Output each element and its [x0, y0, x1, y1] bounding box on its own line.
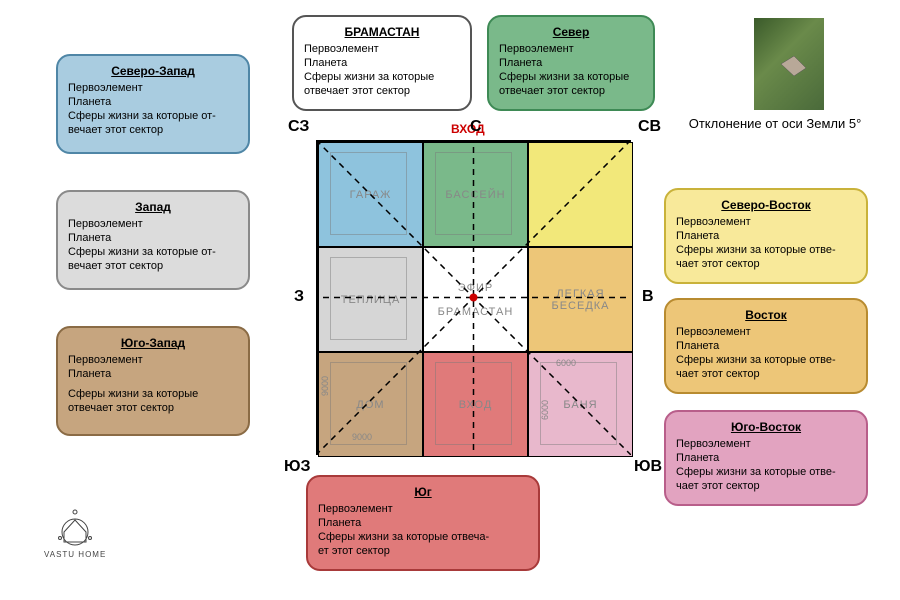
- card-s: ЮгПервоэлементПланетаСферы жизни за кото…: [306, 475, 540, 571]
- card-title: Северо-Восток: [676, 198, 856, 212]
- direction-label: ЮВ: [634, 458, 662, 476]
- cell-label: ЭФИР БРАМАСТАН: [438, 282, 514, 318]
- satellite-caption: Отклонение от оси Земли 5°: [670, 116, 880, 131]
- direction-label: С: [470, 118, 482, 136]
- card-title: Юго-Запад: [68, 336, 238, 350]
- grid-cell: ЭФИР БРАМАСТАН: [423, 247, 528, 352]
- card-title: Юго-Восток: [676, 420, 856, 434]
- measurement: 6000: [556, 358, 576, 368]
- vastu-grid: ГАРАЖБАССЕЙНТЕПЛИЦАЭФИР БРАМАСТАНЛЕГКАЯ …: [316, 140, 631, 455]
- card-e: ВостокПервоэлементПланетаСферы жизни за …: [664, 298, 868, 394]
- card-title: Восток: [676, 308, 856, 322]
- satellite-image: [754, 18, 824, 110]
- cell-label: ЛЕГКАЯ БЕСЕДКА: [551, 288, 609, 312]
- direction-label: В: [642, 288, 654, 306]
- card-title: Северо-Запад: [68, 64, 238, 78]
- direction-label: СЗ: [288, 118, 309, 136]
- direction-label: СВ: [638, 118, 661, 136]
- direction-label: З: [294, 288, 304, 306]
- measurement: 9000: [320, 376, 330, 396]
- grid-cell: ЛЕГКАЯ БЕСЕДКА: [528, 247, 633, 352]
- grid-cell: [528, 142, 633, 247]
- card-bramastan: БРАМАСТАНПервоэлементПланетаСферы жизни …: [292, 15, 472, 111]
- card-title: БРАМАСТАН: [304, 25, 460, 39]
- card-w: ЗападПервоэлементПланетаСферы жизни за к…: [56, 190, 250, 290]
- card-se: Юго-ВостокПервоэлементПланетаСферы жизни…: [664, 410, 868, 506]
- logo-icon: [52, 508, 98, 548]
- measurement: 9000: [352, 432, 372, 442]
- card-sw: Юго-ЗападПервоэлементПланетаСферы жизни …: [56, 326, 250, 436]
- logo-text: VASTU HOME: [44, 550, 106, 559]
- card-n: СеверПервоэлементПланетаСферы жизни за к…: [487, 15, 655, 111]
- card-title: Юг: [318, 485, 528, 499]
- card-nw: Северо-ЗападПервоэлементПланетаСферы жиз…: [56, 54, 250, 154]
- card-title: Север: [499, 25, 643, 39]
- vastu-home-logo: VASTU HOME: [44, 508, 106, 559]
- card-ne: Северо-ВостокПервоэлементПланетаСферы жи…: [664, 188, 868, 284]
- measurement: 6000: [540, 400, 550, 420]
- card-title: Запад: [68, 200, 238, 214]
- direction-label: ЮЗ: [284, 458, 311, 476]
